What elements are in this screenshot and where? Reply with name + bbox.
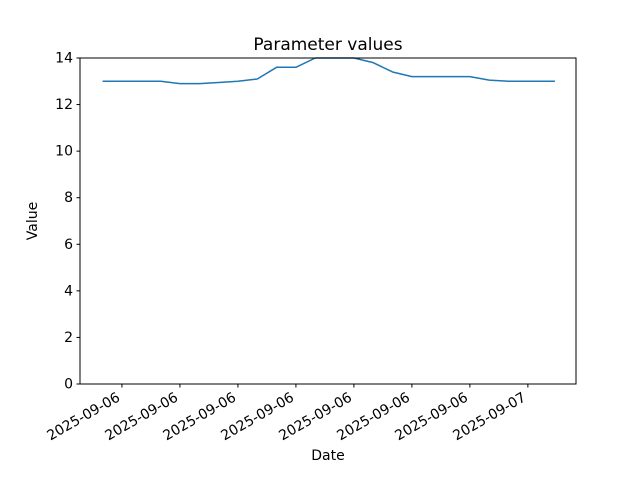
- chart-title: Parameter values: [253, 35, 402, 55]
- y-tick-label: 10: [55, 144, 73, 160]
- y-tick-label: 4: [64, 283, 73, 299]
- y-tick-label: 6: [64, 237, 73, 253]
- x-axis-ticks: 2025-09-062025-09-062025-09-062025-09-06…: [44, 384, 529, 444]
- y-axis-label: Value: [25, 202, 41, 240]
- y-tick-label: 14: [55, 51, 73, 67]
- y-tick-label: 2: [64, 330, 73, 346]
- x-axis-label: Date: [311, 448, 344, 464]
- y-axis-ticks: 0 2 4 6 8 10 12 14: [55, 51, 80, 393]
- plot-area: [80, 58, 576, 384]
- axes-spines: [79, 57, 577, 385]
- y-tick-label: 8: [64, 190, 73, 206]
- y-tick-label: 0: [64, 377, 73, 393]
- y-tick-label: 12: [55, 97, 73, 113]
